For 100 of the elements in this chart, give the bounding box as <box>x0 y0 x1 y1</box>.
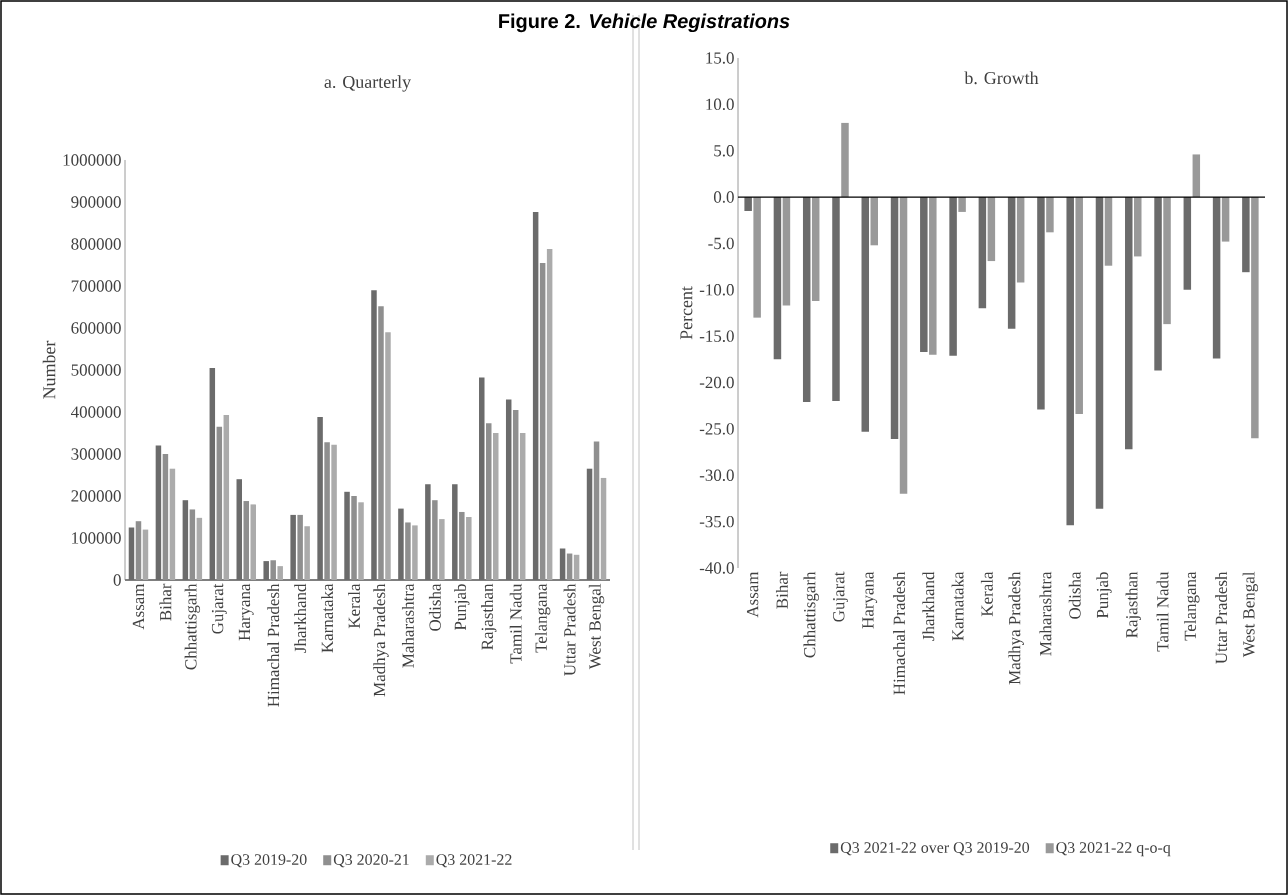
bar <box>331 444 337 580</box>
x-tick-label: Punjab <box>454 584 470 631</box>
y-tick-label: 400000 <box>71 406 121 418</box>
x-tick-label: Bihar <box>775 571 788 609</box>
legend-label: Q3 2021-22 q-o-q <box>1056 842 1171 857</box>
x-tick-label: Assam <box>746 571 759 618</box>
x-tick-label: Tamil Nadu <box>509 583 522 664</box>
bar <box>432 500 438 580</box>
bar <box>773 197 782 360</box>
bar <box>209 367 216 580</box>
bar <box>324 442 330 580</box>
bar <box>243 501 249 580</box>
y-tick-label: -20.0 <box>699 376 734 389</box>
bar <box>412 525 418 580</box>
y-axis-title: Number <box>42 340 56 399</box>
bar <box>317 417 323 580</box>
bar <box>593 441 600 580</box>
x-tick-label: Gujarat <box>833 571 848 622</box>
x-tick-label: Haryana <box>238 583 254 641</box>
bar <box>1192 154 1201 198</box>
x-tick-label: Haryana <box>862 571 878 629</box>
bar <box>1163 197 1171 325</box>
x-tick-label: Rajasthan <box>1125 571 1141 638</box>
bar <box>546 249 553 580</box>
bar <box>452 484 458 580</box>
bar <box>1075 197 1083 415</box>
bar <box>169 468 176 580</box>
bar <box>155 445 162 580</box>
bar <box>512 409 519 580</box>
bar <box>920 197 928 352</box>
x-tick-label: West Bengal <box>588 583 605 670</box>
bar <box>135 521 142 580</box>
x-tick-label: Himachal Pradesh <box>267 583 280 707</box>
x-tick-label: Rajasthan <box>481 583 497 650</box>
x-tick-label: Kerala <box>980 571 993 617</box>
bar <box>832 197 840 402</box>
y-tick-label: 15.0 <box>706 52 734 64</box>
x-tick-label: Maharashtra <box>401 583 414 668</box>
bar <box>949 197 957 356</box>
x-tick-label: Kerala <box>348 583 360 629</box>
bar <box>385 332 391 580</box>
text: b. Growth <box>964 71 1039 85</box>
bar <box>277 566 283 580</box>
bar <box>270 560 276 580</box>
bar <box>290 514 296 580</box>
bar <box>459 511 465 580</box>
bar <box>1251 197 1259 439</box>
bar <box>216 426 223 580</box>
x-tick-label: Uttar Pradesh <box>563 583 576 676</box>
chart-title: a. Quarterly <box>324 75 412 92</box>
bar <box>1066 197 1074 526</box>
bar <box>142 529 149 580</box>
bar <box>811 197 820 301</box>
x-tick-label: Chhattisgarh <box>184 583 201 670</box>
bar <box>1242 197 1250 273</box>
y-tick-label: -25.0 <box>699 423 734 435</box>
y-tick-label: 700000 <box>71 280 121 292</box>
x-tick-label: Telangana <box>1184 571 1200 641</box>
bar <box>1016 197 1025 283</box>
y-tick-label: 200000 <box>71 490 121 502</box>
bar <box>486 423 492 580</box>
x-tick-label: Punjab <box>1096 572 1112 619</box>
y-tick-label: -15.0 <box>699 330 734 342</box>
bar <box>1046 197 1054 233</box>
legend-label: Q3 2020-21 <box>333 854 409 868</box>
legend-label: Q3 2021-22 over Q3 2019-20 <box>840 842 1030 856</box>
bar <box>196 517 203 580</box>
y-tick-label: 300000 <box>71 448 121 460</box>
bar <box>189 509 196 580</box>
y-tick-label: -40.0 <box>699 562 734 574</box>
bar <box>782 197 791 306</box>
x-tick-label: Gujarat <box>211 583 227 634</box>
bar <box>978 197 987 309</box>
x-tick-label: Karnataka <box>951 571 964 641</box>
x-tick-label: Odisha <box>428 583 441 631</box>
x-tick-label: Jharkhand <box>294 583 307 653</box>
bar <box>439 519 445 580</box>
y-tick-label: 900000 <box>71 196 121 208</box>
x-tick-label: Jharkhand <box>922 571 935 641</box>
bar <box>1037 197 1045 410</box>
y-tick-label: 10.0 <box>706 98 734 111</box>
x-tick-label: Maharashtra <box>1039 571 1052 656</box>
bar <box>870 197 879 246</box>
caption: Figure 2. Vehicle Registrations <box>499 13 790 33</box>
bar <box>182 500 189 580</box>
y-tick-label: 100000 <box>72 532 121 544</box>
x-tick-label: West Bengal <box>1242 571 1259 658</box>
y-tick-label: 0 <box>113 574 121 586</box>
bar <box>600 477 607 580</box>
y-tick-label: -10.0 <box>699 284 734 296</box>
x-tick-label: Karnataka <box>321 583 334 653</box>
bar <box>398 508 404 580</box>
bar <box>1212 197 1221 359</box>
bar <box>958 197 966 212</box>
bar <box>532 212 539 580</box>
y-tick-label: -5.0 <box>708 237 734 250</box>
bar <box>493 433 499 580</box>
y-tick-label: 1000000 <box>63 154 121 166</box>
bar <box>890 197 899 440</box>
bar <box>1104 197 1113 266</box>
